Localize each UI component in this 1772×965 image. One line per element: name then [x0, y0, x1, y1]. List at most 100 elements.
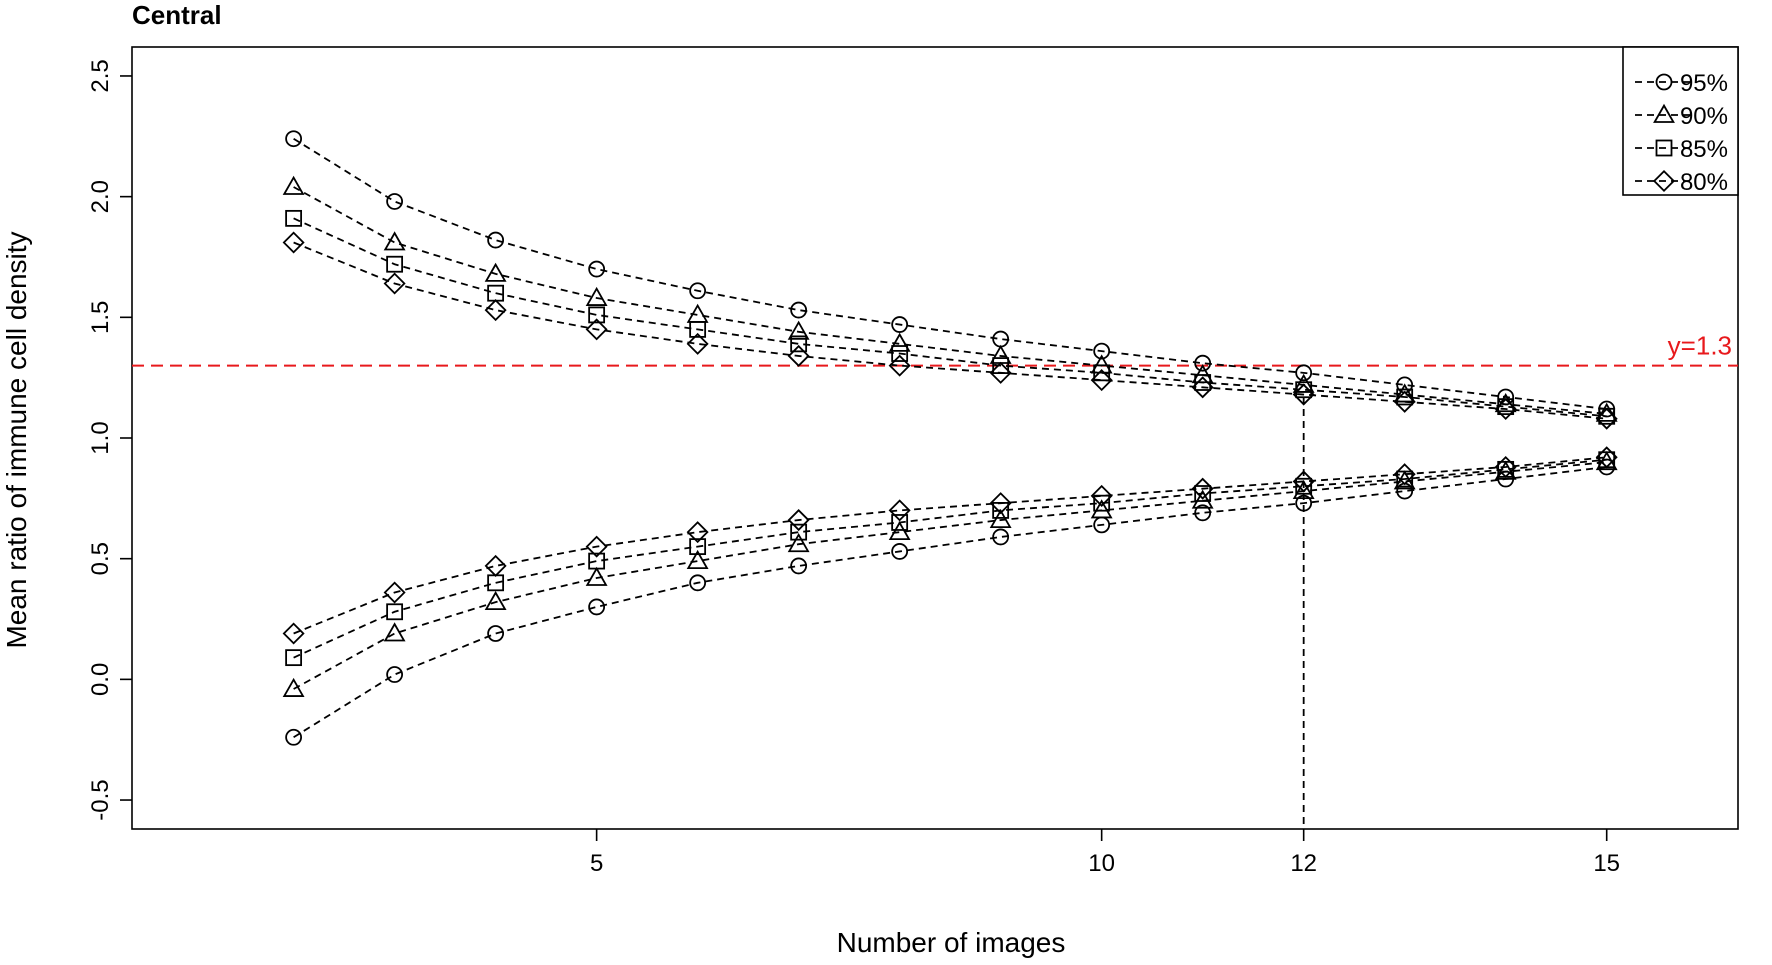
data-point-square-lower [285, 649, 303, 667]
data-point-diamond-lower [1191, 477, 1214, 500]
data-point-circle-lower [487, 625, 505, 642]
data-point-triangle-upper [787, 320, 810, 340]
series-line-diamond-lower [293, 456, 1607, 635]
x-tick-label: 12 [1290, 850, 1317, 877]
y-tick-label: 0.0 [87, 663, 114, 696]
data-point-square-lower [1194, 485, 1212, 502]
data-point-circle-upper [790, 301, 808, 319]
chart-title: Central [132, 0, 222, 30]
data-point-circle-lower [285, 728, 303, 746]
data-point-diamond-upper [1090, 369, 1113, 392]
data-point-triangle-lower [1090, 499, 1113, 519]
data-point-triangle-upper [585, 286, 608, 306]
data-point-square-lower [588, 552, 606, 570]
data-point-circle-lower [891, 543, 909, 560]
data-point-triangle-lower [585, 566, 608, 586]
data-point-triangle-lower [282, 677, 305, 697]
series-line-circle-upper [293, 137, 1607, 410]
series-line-square-upper [293, 217, 1607, 418]
x-tick-label: 5 [590, 850, 603, 877]
data-point-diamond-upper [282, 231, 305, 254]
data-point-diamond-lower [282, 622, 305, 645]
data-point-circle-upper [386, 193, 404, 210]
reference-line-label: y=1.3 [1668, 331, 1732, 361]
legend: 95% 90% 85% 80% [1622, 46, 1739, 196]
y-tick-label: -0.5 [87, 779, 114, 820]
data-point-circle-upper [1295, 364, 1313, 382]
data-point-diamond-upper [888, 354, 911, 377]
data-point-diamond-lower [686, 521, 709, 544]
data-point-diamond-upper [1393, 390, 1416, 413]
data-point-diamond-upper [1595, 407, 1618, 430]
x-axis-label: Number of images [837, 927, 1066, 958]
data-point-square-upper [588, 306, 606, 324]
legend-label: 85% [1680, 136, 1728, 163]
data-point-triangle-lower [989, 508, 1012, 528]
data-point-diamond-upper [383, 272, 406, 295]
legend-label: 80% [1680, 169, 1728, 196]
data-point-square-lower [891, 514, 909, 531]
data-point-diamond-lower [1393, 463, 1416, 486]
data-point-triangle-upper [1292, 373, 1315, 393]
series-line-circle-lower [293, 466, 1607, 739]
data-point-circle-upper [891, 316, 909, 333]
data-point-square-upper [1194, 374, 1212, 391]
data-point-square-upper [1396, 388, 1414, 406]
legend-label: 95% [1680, 70, 1728, 97]
data-point-triangle-lower [686, 549, 709, 570]
y-tick-label: 1.0 [87, 421, 114, 454]
data-point-square-lower [1093, 494, 1111, 512]
data-point-triangle-lower [484, 590, 507, 611]
data-point-diamond-upper [1191, 376, 1214, 399]
data-point-square-upper [285, 209, 303, 227]
data-point-diamond-lower [585, 535, 608, 558]
data-point-triangle-lower [383, 622, 406, 642]
data-point-triangle-lower [1292, 479, 1315, 500]
y-tick-label: 2.5 [87, 59, 114, 92]
data-point-square-upper [1295, 381, 1313, 399]
legend-marker-circle [1655, 73, 1673, 91]
y-axis-label: Mean ratio of immune cell density [1, 231, 32, 648]
data-point-diamond-upper [585, 318, 608, 341]
plot-frame [131, 46, 1739, 830]
legend-marker-square [1655, 139, 1673, 157]
data-point-circle-lower [386, 666, 404, 683]
series-line-triangle-lower [293, 461, 1607, 690]
data-point-diamond-upper [989, 361, 1012, 384]
data-point-square-lower [689, 538, 707, 556]
data-point-triangle-lower [888, 520, 911, 541]
series-line-square-lower [293, 458, 1607, 659]
data-point-diamond-lower [383, 581, 406, 604]
legend-box [1622, 46, 1739, 196]
data-point-circle-lower [689, 574, 707, 592]
legend-marker-diamond [1652, 169, 1676, 193]
data-point-triangle-lower [1191, 489, 1214, 509]
data-point-triangle-upper [383, 231, 406, 251]
data-point-diamond-lower [989, 492, 1012, 515]
data-point-diamond-lower [1292, 470, 1315, 493]
series-line-triangle-upper [293, 186, 1607, 415]
data-point-square-lower [386, 603, 404, 621]
data-point-square-upper [891, 345, 909, 362]
data-point-circle-upper [487, 231, 505, 249]
data-point-triangle-upper [888, 332, 911, 352]
data-point-diamond-lower [787, 509, 810, 532]
data-point-diamond-lower [1494, 455, 1517, 478]
data-point-square-upper [790, 335, 808, 353]
data-point-diamond-lower [888, 499, 911, 522]
data-point-circle-lower [588, 598, 606, 616]
data-point-square-upper [1093, 364, 1111, 382]
data-point-diamond-upper [686, 332, 709, 355]
y-tick-label: 1.5 [87, 301, 114, 334]
plot-area: -0.5 0.0 0.5 1.0 1.5 2.0 2.5 5 10 12 15 y=1.3 [87, 46, 1739, 877]
data-point-triangle-lower [1595, 450, 1618, 471]
data-point-diamond-upper [1292, 383, 1315, 406]
y-tick-label: 2.0 [87, 180, 114, 213]
data-point-square-lower [790, 523, 808, 541]
data-point-triangle-upper [282, 175, 305, 195]
data-point-diamond-lower [1595, 446, 1618, 469]
data-point-square-lower [1396, 470, 1414, 488]
data-point-circle-lower [790, 557, 808, 575]
legend-label: 90% [1680, 103, 1728, 130]
